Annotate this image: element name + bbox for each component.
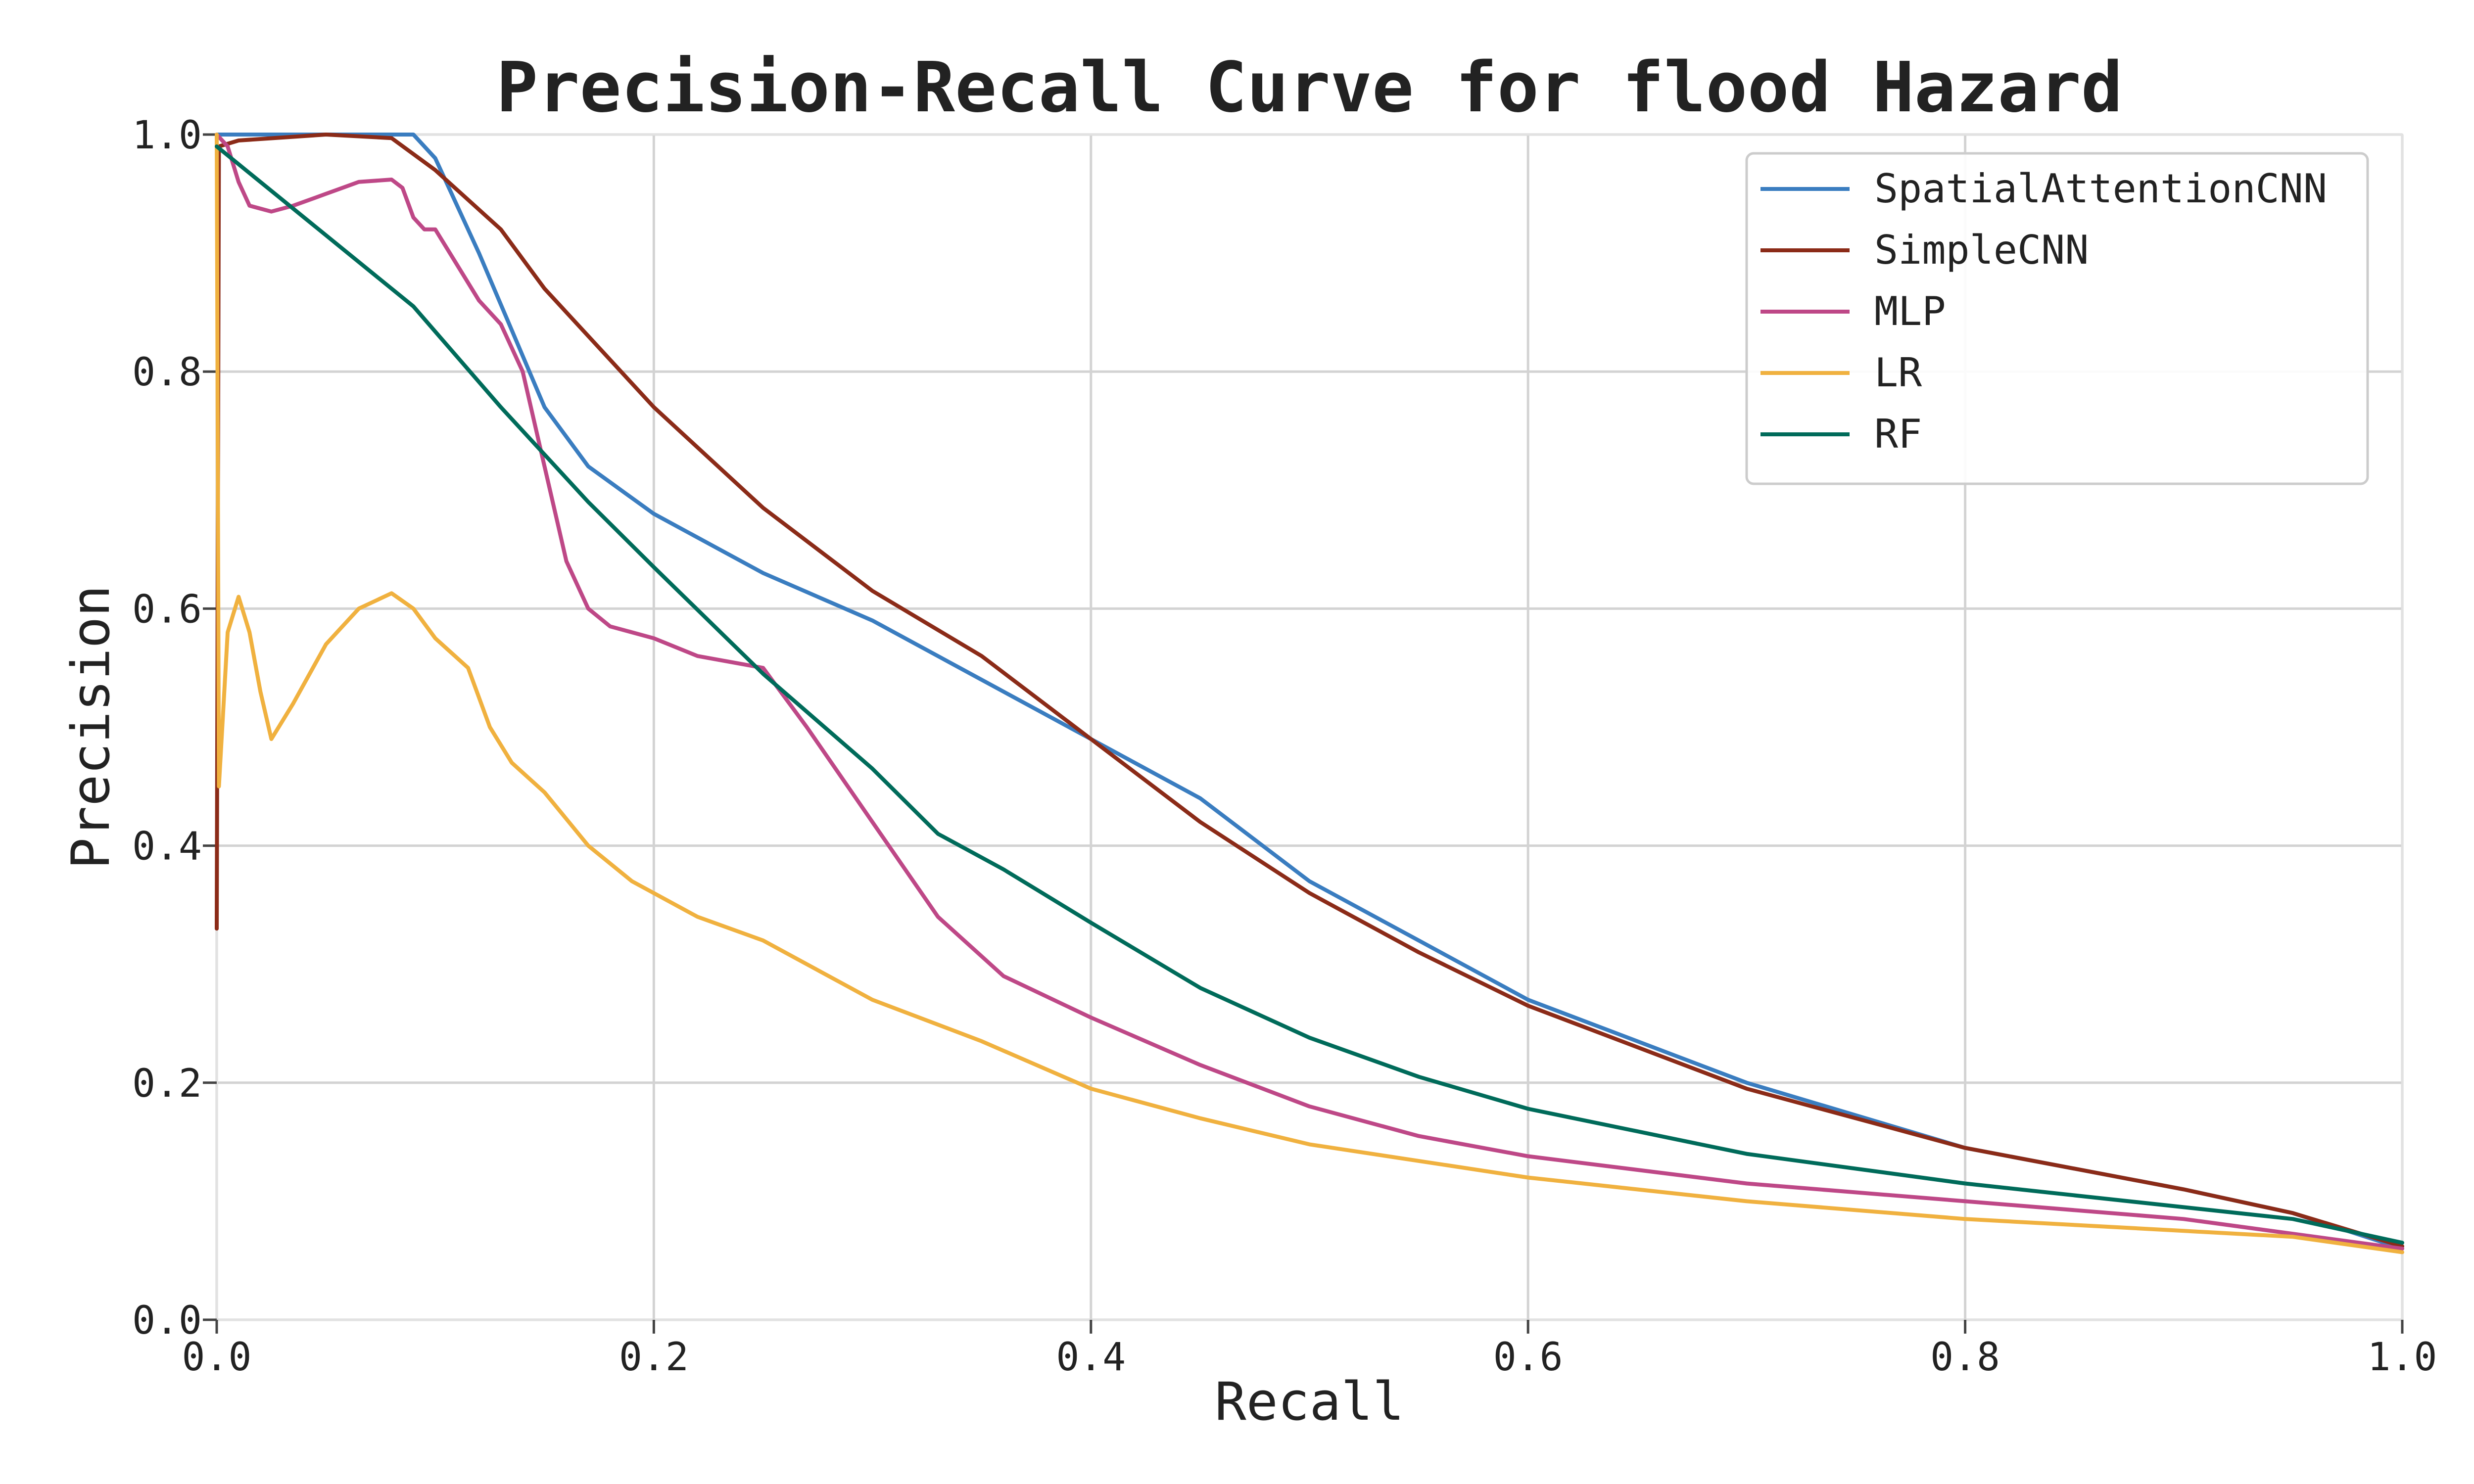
legend-label: RF [1874, 411, 1922, 457]
ticks-layer: 0.0 0.2 0.4 0.6 0.8 1.0 0.0 0.2 0.4 0.6 0.8 1.0 [132, 113, 2437, 1380]
series-line-rf [215, 144, 2404, 1245]
legend-label: SimpleCNN [1874, 227, 2089, 273]
x-tick-label: 0.0 [182, 1335, 252, 1380]
series-line-mlp [215, 133, 2404, 1251]
legend-box [1745, 152, 2369, 485]
y-tick-label: 0.6 [132, 587, 202, 632]
x-tick-label: 0.6 [1493, 1335, 1563, 1380]
x-tick-label: 0.4 [1056, 1335, 1126, 1380]
series-line-simplecnn [215, 133, 2404, 1249]
y-tick-label: 0.8 [132, 350, 202, 395]
legend-label: SpatialAttentionCNN [1874, 166, 2327, 212]
x-tick-label: 0.2 [619, 1335, 689, 1380]
y-tick-label: 0.0 [132, 1298, 202, 1343]
legend: SpatialAttentionCNN SimpleCNN MLP LR RF [1745, 152, 2369, 485]
y-tick-label: 0.4 [132, 825, 202, 869]
x-tick-label: 1.0 [2368, 1335, 2437, 1380]
x-axis-label: Recall [1215, 1371, 1404, 1432]
legend-label: LR [1874, 350, 1922, 396]
y-axis-label: Precision [60, 585, 121, 869]
y-tick-label: 0.2 [132, 1062, 202, 1106]
chart-title: Precision-Recall Curve for flood Hazard [496, 47, 2123, 128]
x-tick-label: 0.8 [1930, 1335, 2000, 1380]
legend-label: MLP [1874, 288, 1946, 334]
y-tick-label: 1.0 [132, 113, 202, 158]
series-line-lr [215, 133, 2404, 1254]
series-layer [215, 133, 2404, 1254]
